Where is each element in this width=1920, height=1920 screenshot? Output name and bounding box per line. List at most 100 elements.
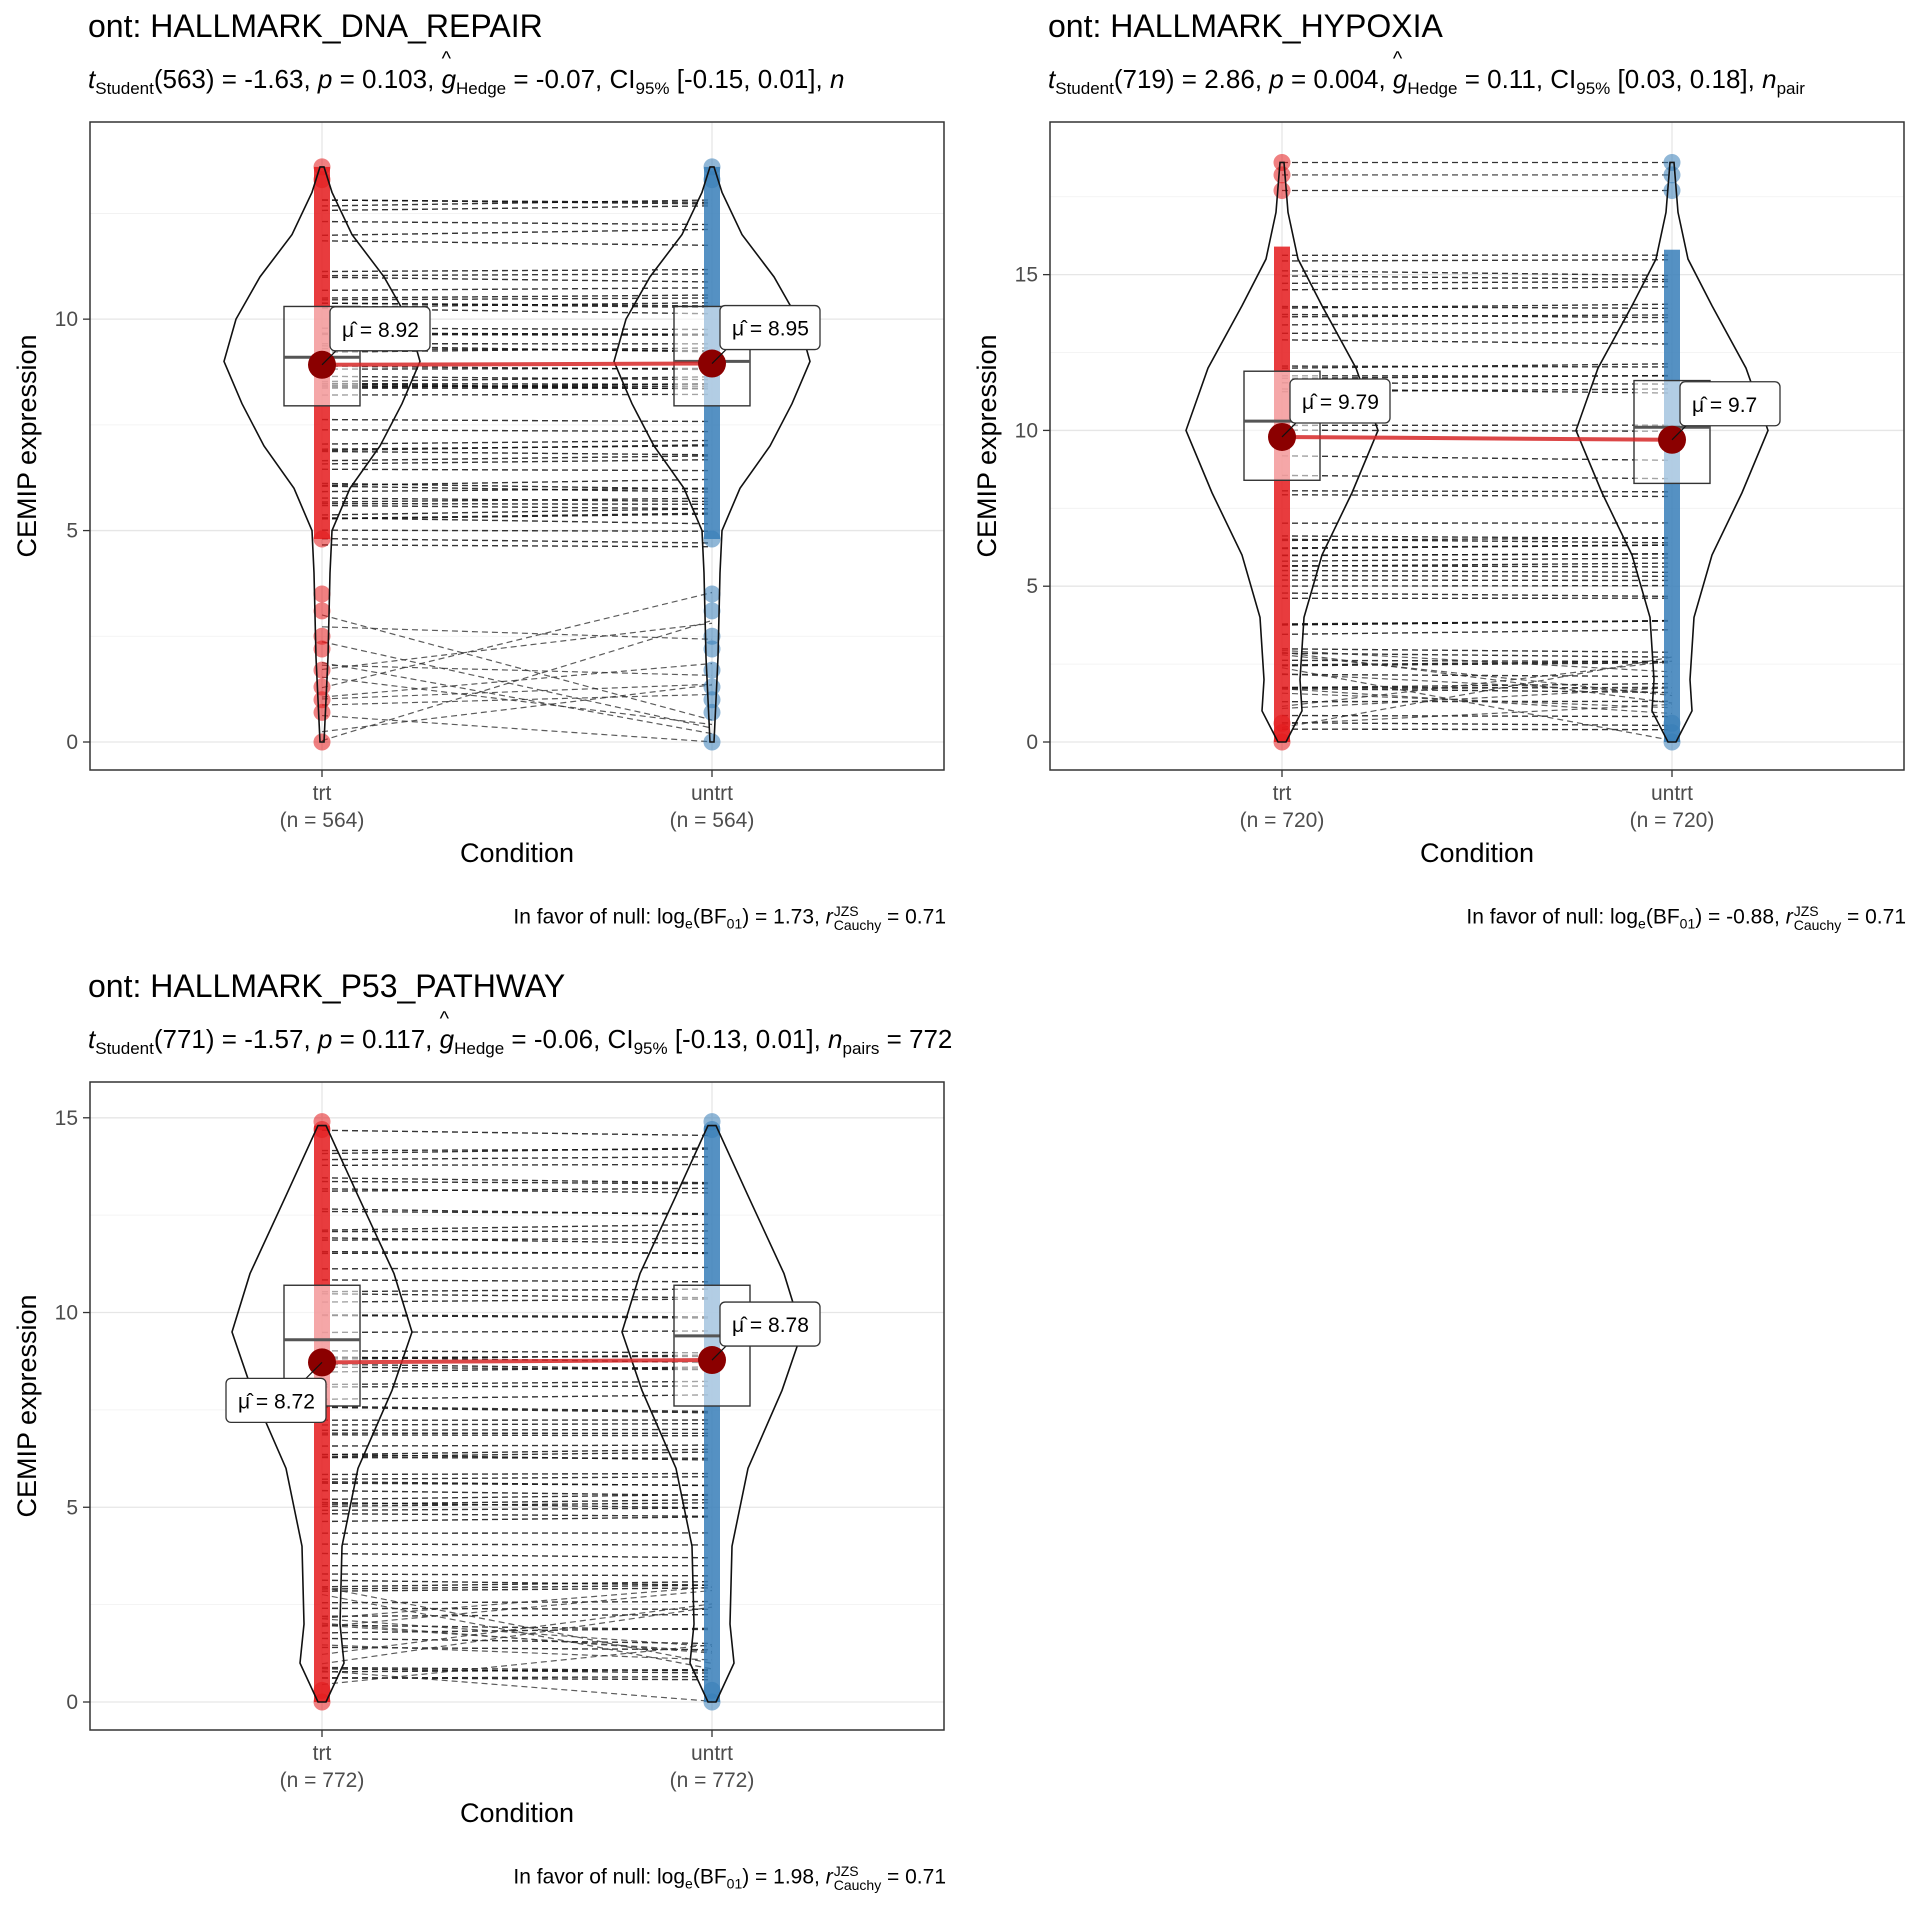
data-point [703,627,721,645]
paired-line [321,199,713,207]
paired-line [321,1293,713,1299]
paired-line [321,365,713,371]
paired-line [321,1330,713,1334]
paired-lines-group [321,199,713,743]
paired-line [321,1584,713,1590]
mean-label: μ̂ = 8.95 [732,318,809,341]
paired-line [321,1230,713,1233]
paired-line [321,376,713,383]
x-tick-n-label: (n = 772) [280,1769,365,1792]
paired-line [321,1210,713,1215]
paired-line [321,382,713,386]
paired-line [321,1180,713,1185]
paired-line [321,1543,713,1546]
y-tick-label: 0 [66,731,78,754]
paired-line [1281,662,1673,667]
paired-line [1281,648,1673,653]
paired-line [321,1406,713,1414]
y-tick-label: 5 [66,520,78,543]
violin-outline [1575,161,1769,743]
data-point [703,602,721,620]
paired-lines-group [321,1129,713,1702]
paired-line [321,1147,713,1155]
paired-line [321,268,713,273]
data-point [703,585,721,603]
paired-line [321,1444,713,1447]
paired-line [321,205,713,212]
paired-line [321,439,713,445]
x-tick-n-label: (n = 772) [670,1769,755,1792]
paired-line [321,684,713,733]
paired-line [1281,544,1673,550]
paired-line [1281,538,1673,544]
mean-label-box [719,304,821,351]
y-tick-label: 5 [66,1496,78,1519]
paired-line [321,1314,713,1319]
paired-line [321,1380,713,1386]
paired-line [321,487,713,493]
paired-line [321,455,713,462]
paired-line [321,1481,713,1487]
paired-line [321,641,713,729]
paired-line [1281,557,1673,562]
paired-line [321,693,713,706]
paired-line [1281,667,1673,742]
x-tick-label: trt [313,782,332,805]
mean-label-box [329,306,431,352]
paired-line [321,626,713,640]
x-tick-n-label: (n = 720) [1630,809,1715,832]
paired-line [321,1624,713,1653]
paired-line [321,240,713,247]
paired-line [321,1587,713,1592]
paired-line [321,199,713,204]
paired-line [321,375,713,381]
paired-line [321,1298,713,1303]
paired-line [321,1589,713,1628]
y-axis-label: CEMIP expression [972,334,1002,557]
paired-line [321,1288,713,1293]
paired-line [321,1670,713,1702]
violin-outline [1185,161,1379,743]
chart-subtitle: tStudent(563) = -1.63, p = 0.103, gHedge… [88,64,844,99]
x-axis-label: Condition [460,838,574,868]
paired-line [321,1476,713,1480]
plot-border [89,1081,945,1731]
paired-line [321,676,713,726]
x-axis-label: Condition [460,1798,574,1828]
paired-line [321,1266,713,1270]
data-point [313,530,331,548]
plot-background [1050,122,1904,770]
mean-connector-line [321,361,713,367]
paired-line [321,619,713,742]
x-tick-label: untrt [691,782,733,805]
paired-line [321,1668,713,1674]
data-point-strip [704,1125,720,1702]
paired-line [1281,574,1673,577]
paired-lines-group [1281,161,1673,742]
paired-line [1281,721,1673,727]
y-tick-label: 15 [1015,264,1038,287]
x-tick-label: untrt [691,1742,733,1765]
data-point [313,627,331,645]
y-tick-label: 15 [55,1107,78,1130]
paired-line [321,418,713,423]
paired-line [321,459,713,465]
mean-label: μ̂ = 8.78 [732,1314,809,1337]
data-point [1273,714,1291,732]
paired-line [321,444,713,452]
y-tick-label: 0 [1026,731,1038,754]
data-point [1663,714,1681,732]
paired-line [321,497,713,503]
paired-line [321,393,713,396]
paired-line [321,1237,713,1245]
mean-label: μ̂ = 8.72 [238,1390,315,1413]
paired-line [321,1250,713,1255]
paired-line [1281,490,1673,493]
chart-plot: μ̂ = 9.79 μ̂ = 9.7 0 5 10 15 trt (n = 720) untrt… [972,121,1905,868]
paired-line [321,662,713,735]
paired-line [321,1501,713,1509]
paired-line [321,544,713,548]
x-tick-n-label: (n = 720) [1240,809,1325,832]
paired-line [321,1350,713,1354]
